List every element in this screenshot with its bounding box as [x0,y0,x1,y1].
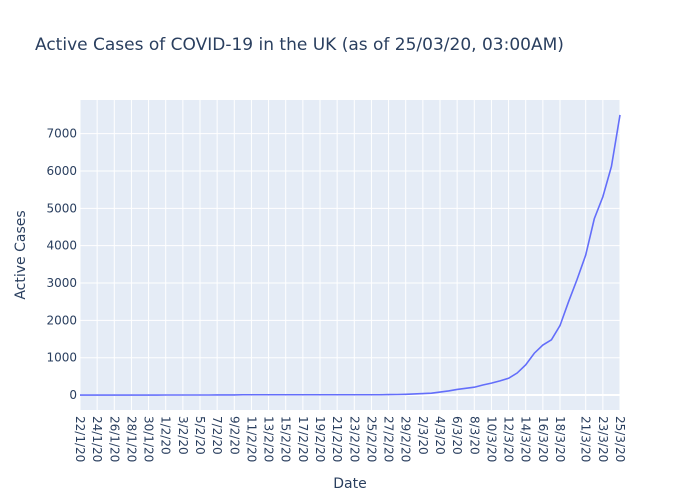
y-tick-label: 4000 [46,239,77,253]
x-tick-label: 1/2/20 [159,416,173,455]
x-tick-label: 29/2/20 [399,416,413,462]
x-tick-label: 7/2/20 [210,416,224,455]
x-tick-label: 21/3/20 [579,416,593,462]
x-tick-label: 5/2/20 [193,416,207,455]
x-tick-label: 12/3/20 [502,416,516,462]
x-tick-label: 24/1/20 [90,416,104,462]
series-line [80,114,621,396]
x-tick-label: 8/3/20 [467,416,481,455]
x-tick-label: 30/1/20 [142,416,156,462]
x-tick-label: 2/3/20 [416,416,430,455]
x-tick-label: 10/3/20 [484,416,498,462]
x-tick-label: 23/3/20 [596,416,610,462]
y-axis: 0 1000 2000 3000 4000 5000 6000 7000 [46,127,77,402]
x-tick-label: 15/2/20 [279,416,293,462]
x-tick-label: 26/1/20 [107,416,121,462]
y-tick-label: 0 [69,388,77,402]
x-tick-label: 19/2/20 [313,416,327,462]
x-axis: 22/1/20 24/1/20 26/1/20 28/1/20 30/1/20 1/2/2… [73,416,627,462]
x-tick-label: 22/1/20 [73,416,87,462]
gridlines [79,100,621,410]
chart-title: Active Cases of COVID-19 in the UK (as o… [35,35,564,55]
x-tick-label: 13/2/20 [262,416,276,462]
x-tick-label: 3/2/20 [176,416,190,455]
x-tick-label: 25/3/20 [613,416,627,462]
x-tick-label: 6/3/20 [450,416,464,455]
y-tick-label: 7000 [46,127,77,141]
x-tick-label: 4/3/20 [433,416,447,455]
x-tick-label: 25/2/20 [364,416,378,462]
x-tick-label: 17/2/20 [296,416,310,462]
y-tick-label: 1000 [46,351,77,365]
y-tick-label: 5000 [46,201,77,215]
x-tick-label: 27/2/20 [382,416,396,462]
x-tick-label: 16/3/20 [536,416,550,462]
x-tick-label: 28/1/20 [124,416,138,462]
y-axis-title: Active Cases [13,210,29,299]
plot-background [80,100,620,410]
x-tick-label: 11/2/20 [244,416,258,462]
x-axis-title: Date [333,476,366,492]
x-tick-label: 23/2/20 [347,416,361,462]
y-tick-label: 3000 [46,276,77,290]
x-tick-label: 9/2/20 [227,416,241,455]
y-tick-label: 6000 [46,164,77,178]
x-tick-label: 14/3/20 [519,416,533,462]
y-tick-label: 2000 [46,313,77,327]
x-tick-label: 18/3/20 [553,416,567,462]
x-tick-label: 21/2/20 [330,416,344,462]
